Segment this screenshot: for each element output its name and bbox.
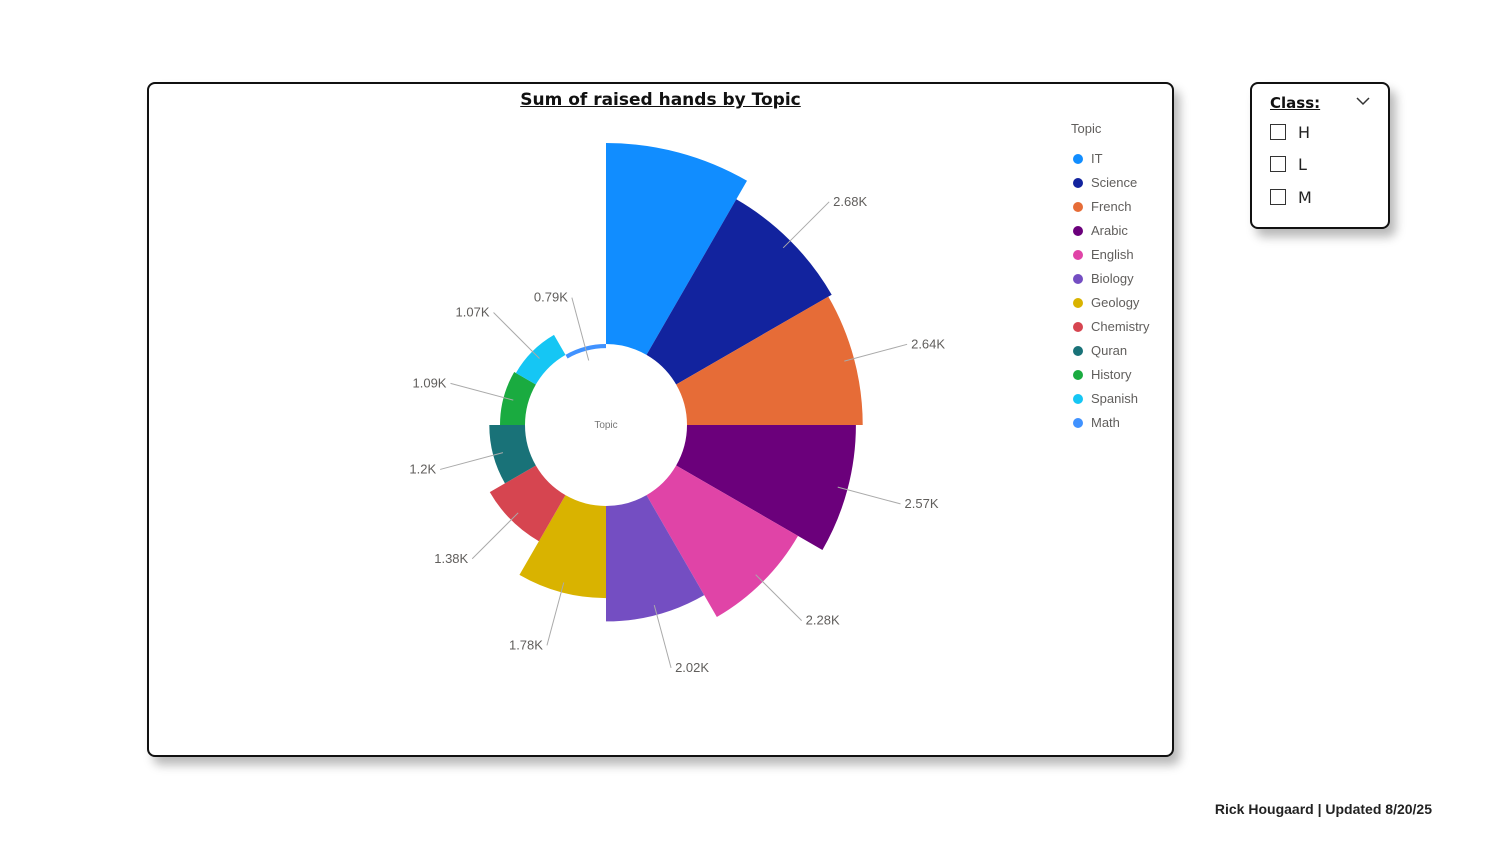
slice-spanish[interactable] xyxy=(515,334,566,385)
data-label-math: 0.79K xyxy=(534,290,568,305)
data-label-chemistry: 1.38K xyxy=(434,551,468,566)
slicer-option-h[interactable]: H xyxy=(1270,121,1310,143)
slicer-option-label: L xyxy=(1298,154,1307,174)
slicer-option-l[interactable]: L xyxy=(1270,153,1307,175)
legend-item-spanish[interactable]: Spanish xyxy=(1091,391,1138,406)
legend-marker-french[interactable] xyxy=(1073,202,1083,212)
legend-item-arabic[interactable]: Arabic xyxy=(1091,223,1128,238)
data-label-biology: 2.02K xyxy=(675,660,709,675)
legend-marker-science[interactable] xyxy=(1073,178,1083,188)
legend-item-geology[interactable]: Geology xyxy=(1091,295,1140,310)
slicer-option-label: M xyxy=(1298,187,1312,207)
leader-line-english xyxy=(755,574,803,622)
legend-item-quran[interactable]: Quran xyxy=(1091,343,1127,358)
legend-marker-math[interactable] xyxy=(1073,418,1083,428)
checkbox[interactable] xyxy=(1270,124,1286,140)
legend-title: Topic xyxy=(1071,121,1102,136)
data-label-english: 2.28K xyxy=(806,613,840,628)
legend-marker-chemistry[interactable] xyxy=(1073,322,1083,332)
rose-chart[interactable]: 2.68K 2.64K 2.57K 2.28K 2.02K 1.78K 1.38K 1.2K 1… xyxy=(149,84,1172,755)
slicer-option-m[interactable]: M xyxy=(1270,186,1312,208)
checkbox[interactable] xyxy=(1270,189,1286,205)
leader-line-math xyxy=(571,297,590,361)
chart-card: Sum of raised hands by Topic 2.68K 2.64K 2… xyxy=(147,82,1174,757)
checkbox[interactable] xyxy=(1270,156,1286,172)
leader-line-science xyxy=(782,201,830,249)
legend-item-french[interactable]: French xyxy=(1091,199,1131,214)
chart-title: Sum of raised hands by Topic xyxy=(520,90,801,110)
class-slicer: Class: H L M xyxy=(1250,82,1390,229)
legend-item-history[interactable]: History xyxy=(1091,367,1132,382)
legend-marker-history[interactable] xyxy=(1073,370,1083,380)
slice-it[interactable] xyxy=(606,143,747,355)
legend-marker-it[interactable] xyxy=(1073,154,1083,164)
legend-item-chemistry[interactable]: Chemistry xyxy=(1091,319,1150,334)
legend-marker-arabic[interactable] xyxy=(1073,226,1083,236)
leader-line-spanish xyxy=(493,312,540,359)
leader-line-arabic xyxy=(837,486,901,505)
legend-marker-english[interactable] xyxy=(1073,250,1083,260)
leader-line-french xyxy=(844,343,908,362)
data-label-arabic: 2.57K xyxy=(905,496,939,511)
slice-geology[interactable] xyxy=(519,495,606,599)
leader-line-chemistry xyxy=(471,512,519,560)
data-label-science: 2.68K xyxy=(833,194,867,209)
slice-math[interactable] xyxy=(565,344,607,359)
slice-quran[interactable] xyxy=(489,425,536,484)
leader-line-geology xyxy=(546,582,565,646)
leader-line-quran xyxy=(440,452,504,470)
legend-marker-spanish[interactable] xyxy=(1073,394,1083,404)
slicer-option-label: H xyxy=(1298,122,1311,142)
slice-french[interactable] xyxy=(676,296,863,425)
data-label-geology: 1.78K xyxy=(509,637,543,652)
legend-item-biology[interactable]: Biology xyxy=(1091,271,1134,286)
legend-marker-quran[interactable] xyxy=(1073,346,1083,356)
center-label: Topic xyxy=(594,420,617,431)
footer-credit: Rick Hougaard | Updated 8/20/25 xyxy=(1214,801,1432,817)
leader-line-history xyxy=(450,382,514,401)
legend-item-math[interactable]: Math xyxy=(1091,415,1120,430)
legend-item-english[interactable]: English xyxy=(1091,247,1134,262)
data-label-quran: 1.2K xyxy=(409,461,436,476)
leader-line-biology xyxy=(653,604,672,668)
data-label-spanish: 1.07K xyxy=(456,305,490,320)
chevron-down-icon[interactable] xyxy=(1356,94,1370,108)
legend-item-it[interactable]: IT xyxy=(1091,151,1103,166)
data-label-history: 1.09K xyxy=(413,375,447,390)
slice-history[interactable] xyxy=(500,372,536,425)
legend-marker-geology[interactable] xyxy=(1073,298,1083,308)
data-label-french: 2.64K xyxy=(911,336,945,351)
legend-item-science[interactable]: Science xyxy=(1091,175,1137,190)
slice-biology[interactable] xyxy=(606,495,705,622)
legend-marker-biology[interactable] xyxy=(1073,274,1083,284)
slice-chemistry[interactable] xyxy=(489,465,566,542)
slice-arabic[interactable] xyxy=(676,425,856,550)
slicer-title: Class: xyxy=(1270,94,1321,112)
